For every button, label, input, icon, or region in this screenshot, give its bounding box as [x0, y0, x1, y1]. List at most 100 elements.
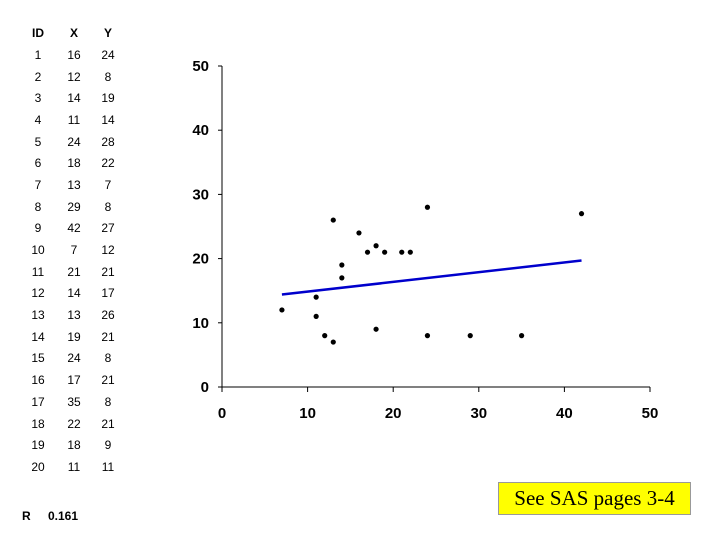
y-tick-label: 0 — [201, 379, 209, 396]
table-row: 15 24 8 — [20, 348, 124, 370]
cell-x: 7 — [70, 243, 78, 258]
cell-y: 21 — [101, 373, 115, 388]
cell-id: 13 — [31, 308, 45, 323]
cell-x: 12 — [67, 69, 81, 84]
y-tick-label: 40 — [192, 122, 209, 139]
table-row: 13 13 26 — [20, 304, 124, 326]
data-point — [313, 313, 319, 319]
cell-y: 21 — [101, 416, 115, 431]
data-point — [313, 294, 319, 300]
cell-x: 13 — [67, 177, 81, 192]
cell-x: 14 — [67, 91, 81, 106]
table-row: 6 18 22 — [20, 152, 124, 174]
cell-y: 8 — [104, 394, 112, 409]
correlation-value: 0.161 — [48, 509, 79, 523]
cell-y: 17 — [101, 286, 115, 301]
cell-y: 24 — [101, 47, 115, 62]
y-tick-label: 20 — [192, 251, 209, 268]
data-table: ID X Y 1 16 24 2 12 8 3 14 19 4 11 14 5 24 28 6 18 22 7 13 7… — [20, 22, 124, 478]
header-x: X — [69, 26, 78, 40]
table-row: 17 35 8 — [20, 391, 124, 413]
correlation-label: R — [22, 509, 31, 523]
y-tick-label: 10 — [192, 315, 209, 332]
table-row: 4 11 14 — [20, 109, 124, 131]
chart-axes: 0 10 20 30 40 50 0 10 20 30 40 50 — [192, 58, 658, 422]
table-row: 7 13 7 — [20, 174, 124, 196]
cell-y: 28 — [101, 134, 115, 149]
cell-id: 1 — [34, 47, 42, 62]
cell-id: 3 — [34, 91, 42, 106]
table-row: 10 7 12 — [20, 239, 124, 261]
data-point — [424, 204, 431, 210]
cell-y: 27 — [101, 221, 115, 236]
data-point — [339, 275, 345, 281]
x-tick-label: 10 — [299, 405, 316, 422]
table-row: 18 22 21 — [20, 413, 124, 435]
cell-id: 12 — [31, 286, 45, 301]
cell-x: 42 — [67, 221, 81, 236]
cell-x: 22 — [67, 416, 81, 431]
x-tick-label: 40 — [556, 405, 573, 422]
cell-x: 18 — [67, 438, 81, 453]
cell-id: 10 — [31, 243, 45, 258]
cell-id: 2 — [34, 69, 42, 84]
cell-id: 9 — [34, 221, 42, 236]
cell-x: 24 — [67, 351, 81, 366]
cell-id: 5 — [34, 134, 42, 149]
cell-x: 14 — [67, 286, 81, 301]
cell-y: 21 — [101, 329, 115, 344]
table-row: 3 14 19 — [20, 87, 124, 109]
cell-id: 18 — [31, 416, 45, 431]
data-point — [373, 326, 379, 332]
table-row: 14 19 21 — [20, 326, 124, 348]
data-point — [519, 333, 525, 339]
cell-x: 17 — [67, 373, 81, 388]
table-row: 19 18 9 — [20, 434, 124, 456]
trendline — [281, 259, 582, 296]
points-group — [279, 204, 585, 345]
data-point — [322, 333, 328, 339]
table-row: 1 16 24 — [20, 44, 124, 66]
cell-x: 35 — [67, 394, 81, 409]
x-tick-label: 20 — [385, 405, 402, 422]
x-tick-label: 30 — [470, 405, 487, 422]
y-tick-label: 50 — [192, 58, 209, 75]
data-point — [373, 243, 379, 249]
cell-id: 16 — [31, 373, 45, 388]
cell-y: 8 — [104, 351, 112, 366]
header-id: ID — [32, 26, 44, 40]
x-tick-label: 0 — [218, 405, 226, 422]
table-row: 20 11 11 — [20, 456, 124, 478]
data-point — [330, 339, 336, 345]
data-point — [364, 249, 371, 255]
data-point — [424, 333, 431, 339]
cell-x: 19 — [67, 329, 81, 344]
table-row: 8 29 8 — [20, 196, 124, 218]
cell-y: 22 — [101, 156, 115, 171]
table-row: 16 17 21 — [20, 369, 124, 391]
data-point — [578, 211, 585, 217]
table-row: 11 21 21 — [20, 261, 124, 283]
cell-y: 12 — [101, 243, 115, 258]
cell-x: 16 — [67, 47, 81, 62]
cell-x: 13 — [67, 308, 81, 323]
cell-x: 29 — [67, 199, 81, 214]
table-body: 1 16 24 2 12 8 3 14 19 4 11 14 5 24 28 6 18 22 7 13 7 8 29 8 9 42… — [20, 44, 124, 478]
cell-y: 7 — [104, 177, 112, 192]
data-point — [279, 307, 285, 313]
table-row: 2 12 8 — [20, 66, 124, 88]
cell-y: 21 — [101, 264, 115, 279]
data-point — [399, 249, 405, 255]
cell-id: 6 — [34, 156, 42, 171]
data-point — [356, 230, 362, 236]
x-tick-label: 50 — [642, 405, 659, 422]
data-point — [339, 262, 345, 268]
data-point — [330, 217, 336, 223]
header-y: Y — [103, 26, 112, 40]
y-tick-label: 30 — [192, 186, 209, 203]
cell-x: 11 — [67, 112, 81, 127]
data-point — [407, 249, 413, 255]
cell-x: 18 — [67, 156, 81, 171]
data-point — [467, 333, 473, 339]
cell-y: 14 — [101, 112, 115, 127]
